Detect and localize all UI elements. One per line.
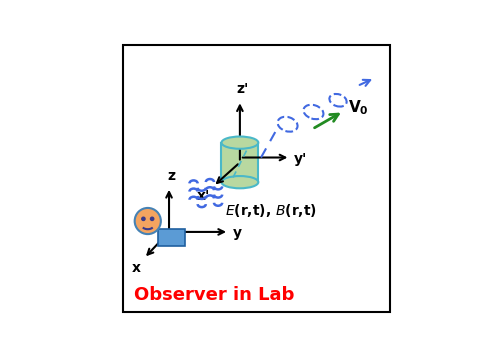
Ellipse shape <box>222 137 258 149</box>
Text: Observer in Lab: Observer in Lab <box>134 286 294 304</box>
Circle shape <box>142 217 145 221</box>
Text: $\it{E}$(r,t), $\it{B}$(r,t): $\it{E}$(r,t), $\it{B}$(r,t) <box>225 202 317 219</box>
FancyBboxPatch shape <box>222 143 258 182</box>
FancyBboxPatch shape <box>158 229 186 246</box>
Circle shape <box>150 217 154 221</box>
Text: z: z <box>168 169 176 183</box>
Ellipse shape <box>222 176 258 188</box>
Circle shape <box>134 208 161 234</box>
Text: y: y <box>233 226 242 240</box>
Text: x: x <box>132 261 140 275</box>
Text: x': x' <box>196 189 210 203</box>
Text: y': y' <box>294 152 307 166</box>
Text: $\mathbf{V_0}$: $\mathbf{V_0}$ <box>348 98 368 117</box>
Text: z': z' <box>236 82 249 96</box>
